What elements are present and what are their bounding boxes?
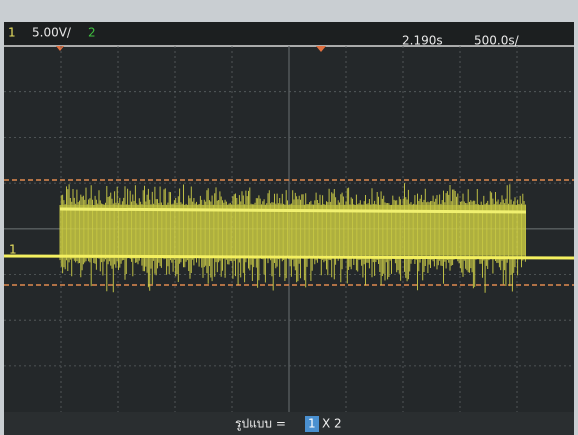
time-base: 500.0s/	[474, 34, 520, 48]
channel2-label: 2	[88, 26, 96, 40]
format-rest: X 2	[322, 417, 342, 431]
ground-marker: 1	[9, 243, 17, 257]
time-delay: 2.190s	[402, 34, 443, 48]
format-label: รูปแบบ =	[235, 417, 286, 432]
oscilloscope-screen: 1 5.00V/ 2 2.190s 500.0s/ 1 รูปแบบ = 1 X…	[0, 0, 578, 435]
channel1-scale: 5.00V/	[32, 26, 72, 40]
channel1-label: 1	[8, 26, 16, 40]
signal-baseline	[4, 256, 574, 258]
softkey-bar	[4, 412, 574, 435]
format-selected[interactable]: 1	[308, 417, 316, 431]
